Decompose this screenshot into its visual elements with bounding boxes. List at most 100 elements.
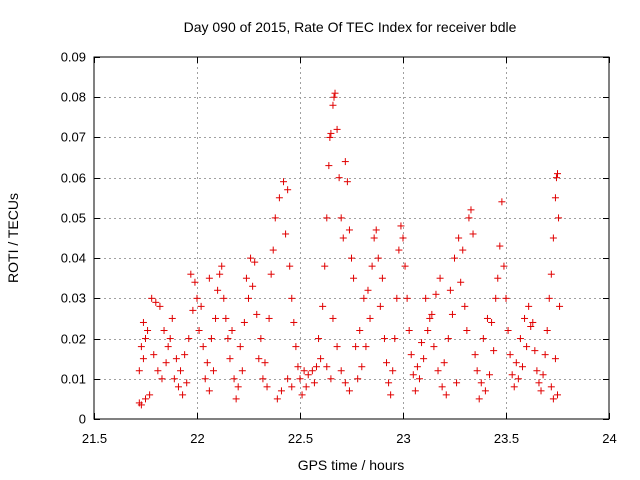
data-point	[277, 387, 285, 395]
data-point	[401, 262, 409, 270]
data-point	[533, 367, 541, 375]
data-point	[455, 234, 463, 242]
data-point	[362, 343, 370, 351]
data-point	[296, 375, 304, 383]
plot-frame	[93, 56, 610, 420]
data-point	[436, 274, 444, 282]
data-point	[502, 294, 510, 302]
y-tick-label: 0.05	[61, 211, 86, 226]
data-point	[330, 93, 338, 101]
data-point	[337, 367, 345, 375]
data-point	[214, 286, 222, 294]
data-point	[555, 214, 563, 222]
data-point	[220, 294, 228, 302]
data-point	[549, 395, 557, 403]
data-point	[426, 314, 434, 322]
data-point	[500, 262, 508, 270]
data-point	[356, 327, 364, 335]
data-point	[337, 214, 345, 222]
data-point	[170, 375, 178, 383]
data-point	[535, 379, 543, 387]
data-point	[302, 383, 310, 391]
data-point	[333, 125, 341, 133]
data-point	[142, 335, 149, 343]
data-point	[374, 254, 382, 262]
data-point	[397, 222, 405, 230]
data-point	[547, 270, 555, 278]
data-point	[494, 274, 502, 282]
data-point	[247, 254, 255, 262]
data-point	[290, 318, 298, 326]
data-point	[518, 363, 526, 371]
data-point	[508, 371, 516, 379]
data-point	[267, 270, 275, 278]
data-point	[531, 347, 539, 355]
data-point	[304, 371, 312, 379]
data-point	[269, 246, 277, 254]
data-point	[461, 302, 469, 310]
data-point	[201, 375, 209, 383]
data-point	[554, 391, 561, 399]
data-point	[224, 335, 232, 343]
data-point	[341, 379, 349, 387]
data-point	[312, 363, 320, 371]
data-point	[339, 234, 347, 242]
data-point	[506, 351, 514, 359]
data-point	[504, 327, 512, 335]
data-point	[255, 355, 263, 363]
data-point	[329, 101, 337, 109]
y-tick-label: 0.08	[61, 90, 86, 105]
data-point	[391, 335, 399, 343]
data-point	[185, 335, 193, 343]
data-point	[137, 401, 145, 409]
data-point	[368, 262, 376, 270]
data-point	[541, 351, 549, 359]
data-point	[453, 379, 461, 387]
data-point	[222, 314, 230, 322]
data-point	[516, 335, 524, 343]
chart-title: Day 090 of 2015, Rate Of TEC Index for r…	[184, 19, 517, 35]
data-point	[496, 242, 504, 250]
data-point	[154, 367, 162, 375]
data-point	[345, 226, 353, 234]
data-point	[354, 375, 362, 383]
data-point	[142, 395, 149, 403]
data-point	[212, 314, 220, 322]
data-point	[389, 367, 397, 375]
data-point	[327, 129, 335, 137]
data-point	[177, 367, 185, 375]
data-point	[326, 133, 334, 141]
data-point	[341, 158, 349, 166]
data-point	[551, 355, 559, 363]
data-point	[158, 375, 166, 383]
data-point	[166, 335, 174, 343]
data-point	[512, 359, 520, 367]
data-point	[251, 258, 259, 266]
y-axis-label: ROTI / TECUs	[5, 193, 21, 283]
data-point	[385, 379, 393, 387]
data-point	[240, 318, 248, 326]
data-point	[257, 335, 265, 343]
x-tick-label: 23	[396, 431, 410, 446]
data-point	[510, 383, 518, 391]
data-point	[146, 391, 154, 399]
data-point	[463, 327, 471, 335]
y-axis-ticks: 0 0.01 0.02 0.03 0.04 0.05 0.06 0.07 0.08 0.09	[61, 50, 609, 427]
data-point	[292, 343, 300, 351]
data-point	[486, 371, 494, 379]
data-point	[137, 343, 145, 351]
data-point	[514, 375, 522, 383]
data-point	[265, 314, 273, 322]
y-tick-label: 0.07	[61, 130, 86, 145]
data-points	[135, 89, 564, 409]
data-point	[543, 327, 551, 335]
data-point	[164, 343, 172, 351]
data-point	[483, 314, 491, 322]
data-point	[418, 339, 426, 347]
data-point	[181, 351, 189, 359]
data-point	[372, 226, 380, 234]
data-point	[358, 363, 366, 371]
data-point	[422, 294, 430, 302]
data-point	[547, 383, 555, 391]
data-point	[545, 294, 553, 302]
